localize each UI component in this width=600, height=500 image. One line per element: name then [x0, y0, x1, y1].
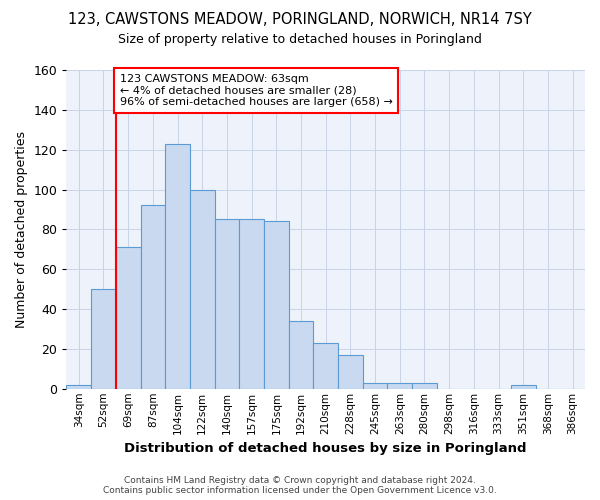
Text: Contains HM Land Registry data © Crown copyright and database right 2024.
Contai: Contains HM Land Registry data © Crown c… — [103, 476, 497, 495]
Text: Size of property relative to detached houses in Poringland: Size of property relative to detached ho… — [118, 32, 482, 46]
Bar — [215, 220, 239, 389]
Bar — [388, 383, 412, 389]
Bar — [239, 220, 264, 389]
Bar — [140, 206, 165, 389]
Bar — [165, 144, 190, 389]
Bar — [289, 321, 313, 389]
Bar — [116, 248, 140, 389]
Bar — [313, 343, 338, 389]
Text: 123, CAWSTONS MEADOW, PORINGLAND, NORWICH, NR14 7SY: 123, CAWSTONS MEADOW, PORINGLAND, NORWIC… — [68, 12, 532, 28]
Bar — [412, 383, 437, 389]
Bar — [190, 190, 215, 389]
Text: 123 CAWSTONS MEADOW: 63sqm
← 4% of detached houses are smaller (28)
96% of semi-: 123 CAWSTONS MEADOW: 63sqm ← 4% of detac… — [119, 74, 392, 107]
X-axis label: Distribution of detached houses by size in Poringland: Distribution of detached houses by size … — [124, 442, 527, 455]
Bar — [264, 222, 289, 389]
Bar — [338, 355, 363, 389]
Bar — [511, 385, 536, 389]
Y-axis label: Number of detached properties: Number of detached properties — [15, 131, 28, 328]
Bar — [91, 289, 116, 389]
Bar — [67, 385, 91, 389]
Bar — [363, 383, 388, 389]
